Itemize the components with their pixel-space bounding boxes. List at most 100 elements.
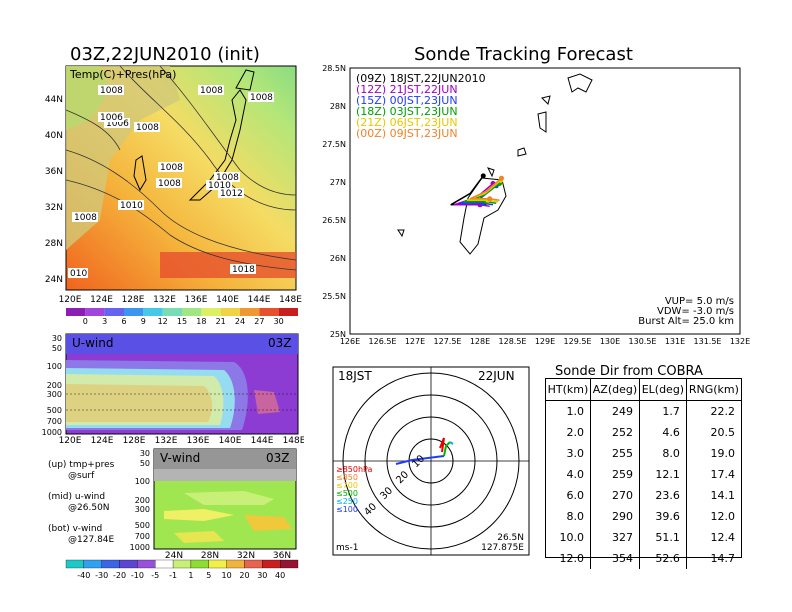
note-up: (up) tmp+pres @surf <box>48 460 115 481</box>
track-title: Sonde Tracking Forecast <box>414 44 633 65</box>
table-cell: 6.0 <box>566 489 584 502</box>
map-lon-tick: 120E <box>59 295 82 305</box>
map-colorbar-swatch <box>278 308 298 316</box>
track-lon-tick: 130.5E <box>629 337 657 346</box>
vwind-p-tick: 200 <box>135 496 150 505</box>
track-lon-tick: 130E <box>600 337 620 346</box>
vwind-p-tick: 30 <box>140 449 150 458</box>
table-cell: 8.0 <box>566 510 584 523</box>
wind-colorbar-tick: -10 <box>131 571 144 580</box>
pressure-label: 1012 <box>220 189 243 199</box>
wind-colorbar-tick: -40 <box>77 571 90 580</box>
track-lat-tick: 28.5N <box>322 64 346 73</box>
uwind-p-tick: 500 <box>47 406 62 415</box>
map-colorbar-tick: 3 <box>102 317 107 325</box>
wind-colorbar-tick: -5 <box>151 571 159 580</box>
table-cell: 249 <box>589 400 640 422</box>
track-lon-tick: 131.5E <box>694 337 722 346</box>
table-cell: 51.1 <box>638 527 687 548</box>
track-lat-tick: 26N <box>330 254 346 263</box>
track-lon-tick: 127E <box>405 337 425 346</box>
wind-colorbar: -40 -30 -20 -10 -5 -1 1 5 10 20 30 40 <box>65 559 299 580</box>
sonde-track <box>469 177 502 201</box>
table-cell: 1.0 <box>566 405 584 418</box>
table-frame: HT(km) AZ(deg) EL(deg) RNG(km) 1.0 249 1.7 22.… <box>545 378 742 569</box>
table-row: 10.0 327 51.1 12.4 <box>546 527 741 548</box>
table-cell: 12.0 <box>559 552 584 565</box>
track-lon-tick: 126.5E <box>369 337 397 346</box>
uwind-p-tick: 300 <box>47 390 62 399</box>
polar-lat: 26.5N <box>497 533 524 543</box>
wind-colorbar-swatch <box>190 559 209 569</box>
map-colorbar-tick: 6 <box>121 317 126 325</box>
wind-colorbar-swatch <box>101 559 120 569</box>
table-cell: 4.6 <box>638 422 687 443</box>
vwind-p-tick: 300 <box>135 505 150 514</box>
track-legend-item: (21Z) 06JST,23JUN <box>356 116 458 129</box>
pressure-label: 1006 <box>106 119 129 129</box>
map-colorbar-tick: 21 <box>216 317 226 325</box>
wind-colorbar-tick: 40 <box>275 571 285 580</box>
uwind-lon-tick: 148E <box>283 436 304 445</box>
vwind-lat-tick: 24N <box>165 551 183 561</box>
track-legend-item: (09Z) 18JST,22JUN2010 <box>356 72 486 85</box>
polar-date: 22JUN <box>478 369 515 383</box>
table-cell: 252 <box>589 422 640 443</box>
uwind-lon-tick: 124E <box>91 436 114 445</box>
map-lat-tick: 28N <box>45 239 63 249</box>
map-lon-tick: 144E <box>248 295 271 305</box>
table-header: RNG(km) <box>685 379 741 401</box>
uwind-lon-tick: 144E <box>251 436 274 445</box>
track-lon-tick: 126E <box>340 337 360 346</box>
wind-colorbar-swatch <box>83 559 102 569</box>
map-lat-tick: 44N <box>45 95 63 105</box>
polar-legend-item: ≤250 <box>336 497 358 506</box>
map-lon-tick: 128E <box>122 295 145 305</box>
track-lon-tick: 128.5E <box>499 337 527 346</box>
uwind-lon-tick: 136E <box>187 436 210 445</box>
uwind-p-tick: 100 <box>47 362 62 371</box>
track-start-point <box>498 175 504 181</box>
track-lon-tick: 127.5E <box>434 337 462 346</box>
table-cell: 14.7 <box>685 548 741 569</box>
map-colorbar-swatch <box>66 308 86 316</box>
track-legend-item: (12Z) 21JST,22JUN <box>356 83 458 96</box>
map-lat-tick: 24N <box>45 275 63 285</box>
table-cell: 52.6 <box>638 548 687 569</box>
table-cell: 3.0 <box>566 447 584 460</box>
track-lon-tick: 132E <box>730 337 750 346</box>
wind-colorbar-swatch <box>262 559 281 569</box>
map-title: 03Z,22JUN2010 (init) <box>70 44 260 65</box>
vwind-time: 03Z <box>266 451 290 465</box>
pressure-label: 1008 <box>74 213 97 223</box>
table-cell: 10.0 <box>559 531 584 544</box>
pressure-label: 1008 <box>158 179 181 189</box>
table-cell: 23.6 <box>638 485 687 506</box>
polar-unit: ms-1 <box>336 543 358 553</box>
map-colorbar-swatch <box>162 308 182 316</box>
uwind-label: U-wind <box>72 336 113 350</box>
track-lon-tick: 129E <box>535 337 555 346</box>
wind-colorbar-swatch <box>280 559 299 569</box>
polar-time: 18JST <box>338 369 372 383</box>
wind-colorbar-swatch <box>65 559 84 569</box>
map-colorbar-swatch <box>220 308 240 316</box>
wind-colorbar-tick: 20 <box>239 571 249 580</box>
track-lat-tick: 25.5N <box>322 292 346 301</box>
map-colorbar-swatch <box>201 308 221 316</box>
table-cell: 270 <box>589 485 640 506</box>
table-cell: 12.4 <box>685 527 741 548</box>
wind-colorbar-swatch <box>137 559 156 569</box>
polar-legend-item: ≤700 <box>336 481 358 490</box>
wind-colorbar-swatch <box>172 559 192 569</box>
track-lat-tick: 28N <box>330 102 346 111</box>
table-cell: 19.0 <box>685 443 741 464</box>
pressure-label: 1008 <box>160 163 183 173</box>
table-cell: 8.0 <box>638 443 687 464</box>
polar-legend-item: ≤850 <box>336 473 358 482</box>
table-cell: 39.6 <box>638 506 687 527</box>
vwind-lat-tick: 32N <box>237 551 255 561</box>
wind-colorbar-tick: 10 <box>222 571 232 580</box>
